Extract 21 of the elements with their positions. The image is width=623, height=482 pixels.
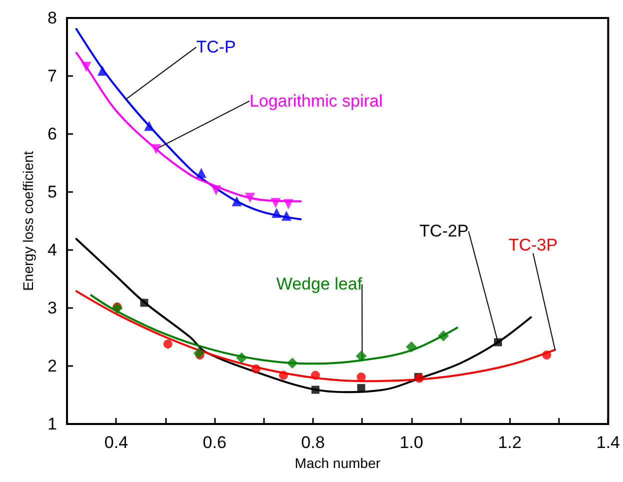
text: TC-3P — [508, 235, 558, 254]
text: TC-P — [196, 38, 236, 57]
y-tick-label: 8 — [48, 8, 57, 28]
text: Logarithmic spiral — [249, 92, 383, 111]
y-axis-title: Energy loss coefficient — [20, 150, 36, 291]
text: TC-2P — [419, 222, 469, 241]
x-tick-label: 0.4 — [104, 433, 128, 452]
y-tick-label: 4 — [48, 240, 57, 260]
y-tick-label: 2 — [48, 356, 57, 376]
y-tick-label: 5 — [48, 182, 57, 202]
x-axis-title: Mach number — [294, 454, 381, 471]
text: Wedge leaf — [276, 274, 362, 294]
x-tick-label: 1.0 — [400, 433, 424, 452]
x-tick-label: 0.8 — [301, 433, 325, 452]
x-tick-label: 0.6 — [202, 433, 226, 452]
y-tick-label: 3 — [48, 298, 57, 318]
x-tick-label: 1.4 — [596, 433, 620, 452]
y-tick-label: 1 — [48, 414, 57, 434]
x-tick-label: 1.2 — [498, 433, 522, 452]
y-tick-label: 6 — [48, 124, 57, 144]
y-tick-label: 7 — [48, 66, 57, 86]
